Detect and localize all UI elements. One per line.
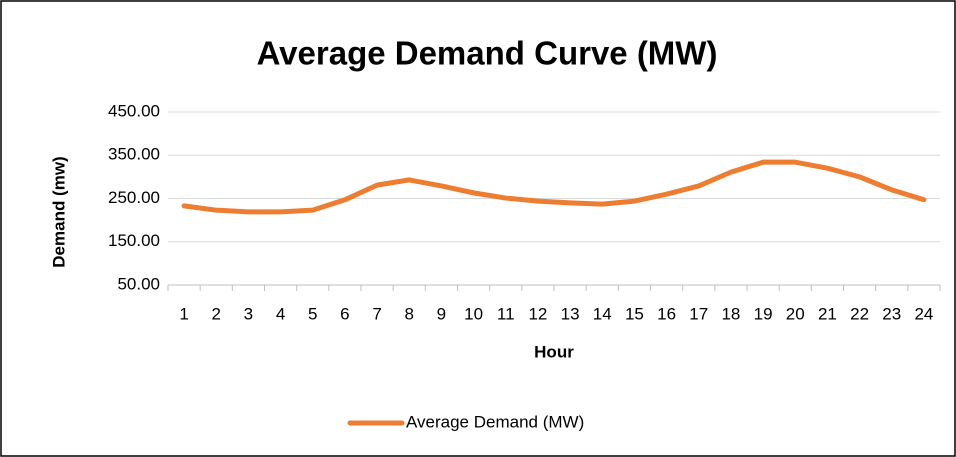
y-axis-title: Demand (mw) <box>49 156 68 267</box>
legend-label: Average Demand (MW) <box>406 412 584 431</box>
chart-title: Average Demand Curve (MW) <box>257 35 718 72</box>
x-tick-label: 8 <box>405 304 414 323</box>
x-tick-label: 18 <box>721 304 740 323</box>
x-tick-label: 9 <box>437 304 446 323</box>
x-tick-label: 3 <box>244 304 253 323</box>
x-tick-label: 24 <box>914 304 933 323</box>
x-tick-label: 1 <box>179 304 188 323</box>
x-tick-label: 19 <box>754 304 773 323</box>
y-tick-label: 50.00 <box>117 274 160 293</box>
x-tick-label: 12 <box>528 304 547 323</box>
x-tick-label: 22 <box>850 304 869 323</box>
x-tick-label: 10 <box>464 304 483 323</box>
x-tick-label: 16 <box>657 304 676 323</box>
x-tick-label: 11 <box>497 304 515 323</box>
x-tick-label: 14 <box>593 304 612 323</box>
x-tick-label: 20 <box>786 304 805 323</box>
x-tick-label: 5 <box>308 304 317 323</box>
x-tick-label: 15 <box>625 304 644 323</box>
y-tick-label: 450.00 <box>108 101 160 120</box>
x-tick-label: 13 <box>561 304 580 323</box>
x-tick-label: 6 <box>340 304 349 323</box>
x-axis-title: Hour <box>534 342 574 361</box>
y-tick-label: 250.00 <box>108 188 160 207</box>
x-tick-label: 23 <box>882 304 901 323</box>
line <box>181 159 927 215</box>
x-tick-label: 21 <box>818 304 837 323</box>
x-tick-label: 4 <box>276 304 285 323</box>
x-tick-label: 2 <box>212 304 221 323</box>
x-tick-label: 7 <box>372 304 381 323</box>
y-tick-label: 150.00 <box>108 231 160 250</box>
y-tick-label: 350.00 <box>108 145 160 164</box>
x-tick-label: 17 <box>689 304 708 323</box>
